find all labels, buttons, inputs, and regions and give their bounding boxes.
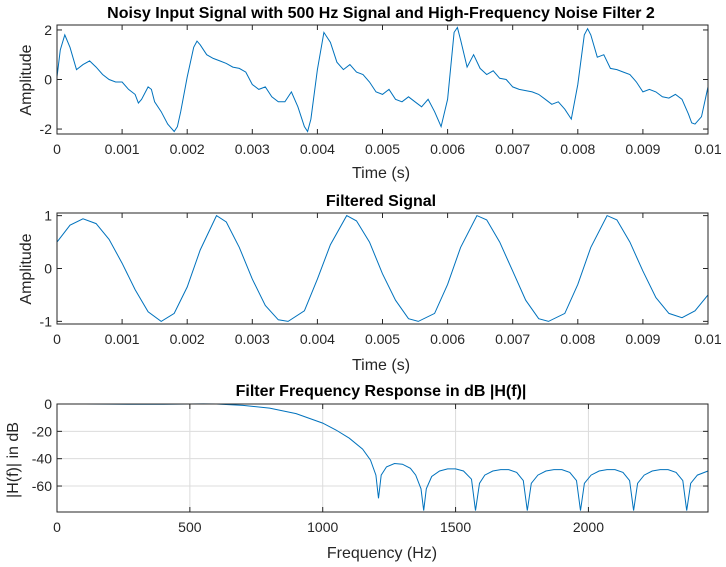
x-tick-label: 0.004 <box>300 141 335 157</box>
y-tick-label: -2 <box>40 121 53 137</box>
x-axis-label: Time (s) <box>352 357 410 374</box>
x-tick-label: 0.002 <box>170 331 205 347</box>
x-tick-label: 0.01 <box>694 331 721 347</box>
y-tick-label: 0 <box>44 396 52 412</box>
subplot-frequency-response: Filter Frequency Response in dB |H(f)| |… <box>5 383 709 562</box>
x-axis-label: Time (s) <box>352 165 410 182</box>
subplot-filtered: Filtered Signal Amplitude Time (s) 0 0.00… <box>18 193 722 374</box>
x-tick-label: 0.003 <box>235 331 270 347</box>
x-tick-label: 0.009 <box>625 331 660 347</box>
chart-title: Filtered Signal <box>326 193 436 210</box>
x-tick-label: 0.001 <box>105 331 140 347</box>
x-tick-label: 0.005 <box>365 331 400 347</box>
series-line <box>56 26 709 133</box>
plot-area-frame <box>56 403 709 513</box>
chart-title: Filter Frequency Response in dB |H(f)| <box>236 383 527 400</box>
series-line <box>57 403 709 511</box>
x-tick-label: 0.006 <box>430 141 465 157</box>
y-tick-label: 0 <box>44 261 52 277</box>
y-tick-label: -40 <box>32 451 52 467</box>
x-tick-label: 0.001 <box>105 141 140 157</box>
x-tick-label: 0.002 <box>170 141 205 157</box>
y-tick-label: 0 <box>44 72 52 88</box>
x-tick-label: 1000 <box>307 519 338 535</box>
y-axis-label: |H(f)| in dB <box>5 422 22 498</box>
x-tick-label: 0.006 <box>430 331 465 347</box>
y-tick-label: 2 <box>44 22 52 38</box>
series-line <box>56 214 709 323</box>
x-tick-label: 0.01 <box>694 141 721 157</box>
x-tick-label: 0 <box>53 141 61 157</box>
y-tick-label: -60 <box>32 478 52 494</box>
chart-title: Noisy Input Signal with 500 Hz Signal an… <box>107 5 655 22</box>
x-tick-label: 0 <box>53 519 61 535</box>
x-tick-label: 0.005 <box>365 141 400 157</box>
y-axis-label: Amplitude <box>18 233 35 304</box>
x-tick-label: 0.003 <box>235 141 270 157</box>
x-tick-label: 0.008 <box>560 331 595 347</box>
x-tick-label: 1500 <box>440 519 471 535</box>
x-tick-label: 0.007 <box>495 141 530 157</box>
x-tick-label: 0.008 <box>560 141 595 157</box>
x-tick-label: 0.009 <box>625 141 660 157</box>
x-tick-label: 0.007 <box>495 331 530 347</box>
x-tick-label: 500 <box>178 519 202 535</box>
x-tick-label: 0 <box>53 331 61 347</box>
y-tick-label: 1 <box>44 208 52 224</box>
y-axis-label: Amplitude <box>18 44 35 115</box>
subplot-noisy-input: Noisy Input Signal with 500 Hz Signal an… <box>18 5 722 182</box>
plot-area-frame <box>56 212 709 325</box>
plot-area-frame <box>56 24 709 135</box>
x-axis-label: Frequency (Hz) <box>327 545 437 562</box>
y-tick-label: -20 <box>32 423 52 439</box>
x-tick-label: 2000 <box>573 519 604 535</box>
x-tick-label: 0.004 <box>300 331 335 347</box>
y-tick-label: -1 <box>40 313 53 329</box>
